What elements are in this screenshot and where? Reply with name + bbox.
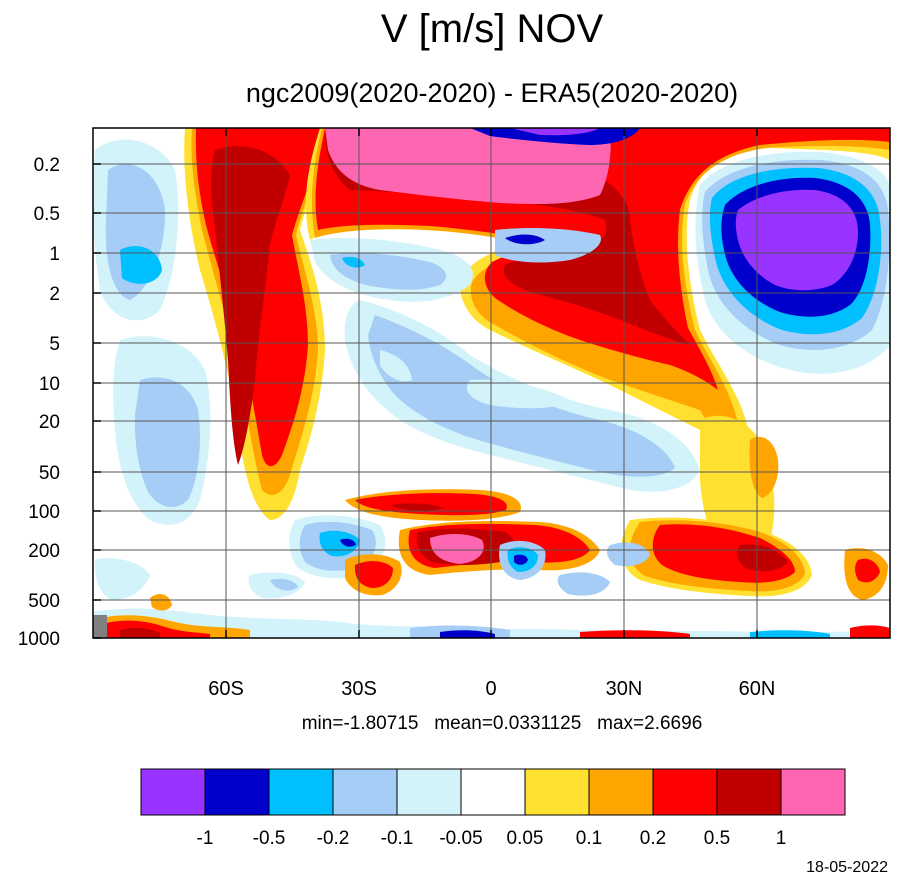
y-tick-label: 10 <box>39 374 60 395</box>
colorbar-label: -0.2 <box>317 828 350 849</box>
chart-subtitle: ngc2009(2020-2020) - ERA5(2020-2020) <box>246 78 738 108</box>
colorbar-swatch <box>460 768 526 816</box>
colorbar-swatch <box>652 768 718 816</box>
y-tick-label: 20 <box>39 412 60 433</box>
y-tick-label: 0.5 <box>34 204 60 225</box>
colorbar-swatch <box>524 768 590 816</box>
y-tick-label: 200 <box>28 541 60 562</box>
y-tick-label: 2 <box>49 284 60 305</box>
colorbar-swatch <box>396 768 462 816</box>
colorbar-swatch <box>780 768 846 816</box>
x-tick-label: 0 <box>485 678 496 700</box>
y-tick-label: 50 <box>39 463 60 484</box>
colorbar-label: 0.1 <box>576 828 602 849</box>
colorbar-label: 0.5 <box>704 828 730 849</box>
colorbar-label: -0.1 <box>381 828 414 849</box>
x-tick-label: 60S <box>208 678 244 700</box>
colorbar-label: 0.2 <box>640 828 666 849</box>
stats-line: min=-1.80715 mean=0.0331125 max=2.6696 <box>302 713 703 734</box>
y-axis: 0.2 0.5 1 2 5 10 20 50 100 200 500 1000 <box>18 155 101 650</box>
y-tick-label: 1 <box>49 244 60 265</box>
colorbar-swatch <box>204 768 270 816</box>
y-tick-label: 1000 <box>18 629 60 650</box>
chart-title: V [m/s] NOV <box>381 7 604 51</box>
colorbar-label: -1 <box>197 828 214 849</box>
date-stamp: 18-05-2022 <box>806 859 888 876</box>
y-tick-label: 0.2 <box>34 155 60 176</box>
colorbar-swatch <box>332 768 398 816</box>
colorbar-swatch <box>588 768 654 816</box>
colorbar-label: 0.05 <box>507 828 544 849</box>
grid <box>93 128 890 638</box>
colorbar-label: -0.5 <box>253 828 286 849</box>
x-tick-label: 30N <box>606 678 643 700</box>
x-axis: 60S 30S 0 30N 60N <box>208 128 775 700</box>
y-tick-label: 100 <box>28 502 60 523</box>
y-tick-label: 500 <box>28 591 60 612</box>
colorbar-swatch <box>716 768 782 816</box>
colorbar-label: 1 <box>776 828 787 849</box>
x-tick-label: 30S <box>341 678 377 700</box>
colorbar-swatch <box>140 768 206 816</box>
colorbar-swatch <box>268 768 334 816</box>
x-tick-label: 60N <box>739 678 776 700</box>
colorbar-label: -0.05 <box>439 828 482 849</box>
colorbar: -1 -0.5 -0.2 -0.1 -0.05 0.05 0.1 0.2 0.5 1 <box>140 768 846 849</box>
y-tick-label: 5 <box>49 334 60 355</box>
